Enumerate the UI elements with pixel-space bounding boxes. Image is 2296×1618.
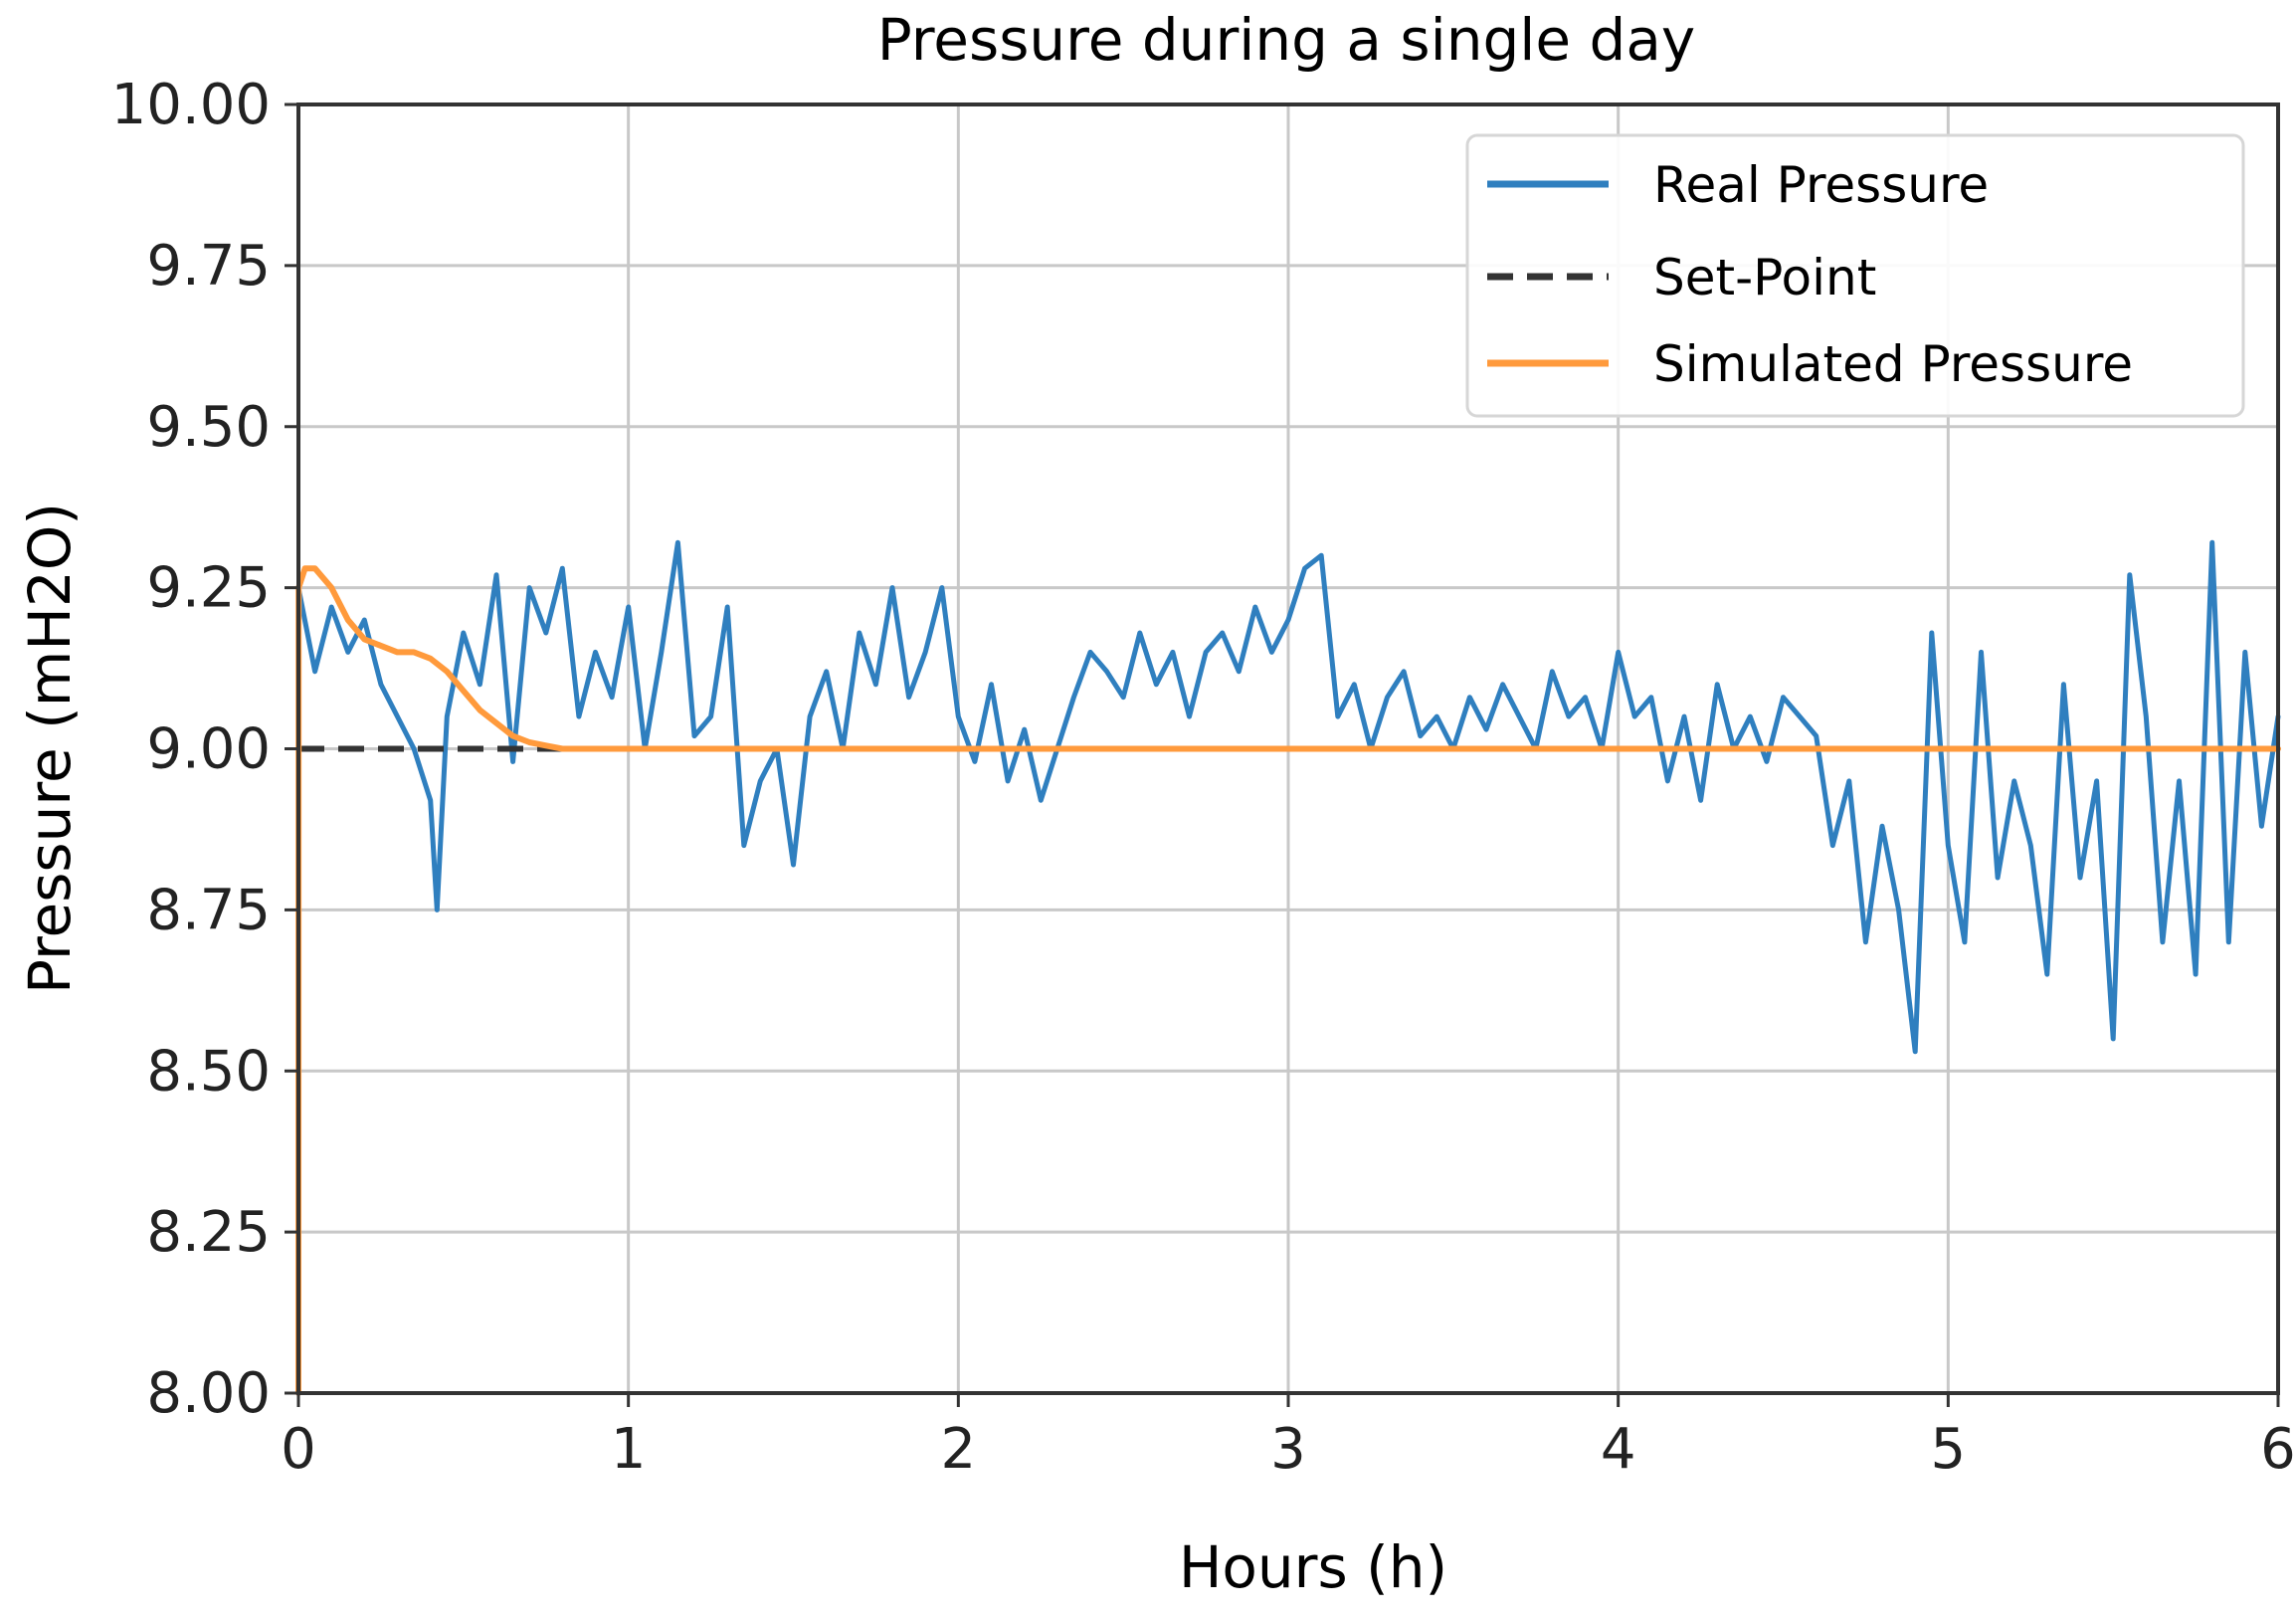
x-tick-label: 1 xyxy=(611,1417,647,1482)
y-tick-label: 9.00 xyxy=(146,717,271,782)
x-tick-label: 0 xyxy=(281,1417,316,1482)
chart-title: Pressure during a single day xyxy=(877,6,1695,74)
legend-label-set-point: Set-Point xyxy=(1653,249,1876,306)
x-tick-label: 5 xyxy=(1931,1417,1967,1482)
y-tick-label: 10.00 xyxy=(111,73,271,137)
legend: Real Pressure Set-Point Simulated Pressu… xyxy=(1465,133,2245,418)
x-tick-label: 4 xyxy=(1601,1417,1636,1482)
series-simulated-pressure-line xyxy=(295,565,2281,1396)
y-tick-label: 8.75 xyxy=(146,878,271,942)
y-tick-label: 9.25 xyxy=(146,556,271,621)
y-tick-label: 9.75 xyxy=(146,234,271,299)
series-group xyxy=(295,539,2281,1396)
legend-label-simulated-pressure: Simulated Pressure xyxy=(1653,335,2133,393)
series-real-pressure-line xyxy=(295,539,2281,1055)
tick-labels: 0 1 2 3 4 5 6 8.00 8.25 8.50 8.75 9.00 9.25 9.50 9.75 1… xyxy=(111,73,2296,1482)
x-tick-label: 3 xyxy=(1270,1417,1306,1482)
legend-box xyxy=(1465,133,2245,418)
y-tick-label: 9.50 xyxy=(146,395,271,460)
x-tick-label: 2 xyxy=(941,1417,977,1482)
y-axis-label: Pressure (mH2O) xyxy=(16,503,84,994)
y-tick-label: 8.00 xyxy=(146,1361,271,1426)
x-axis-label: Hours (h) xyxy=(1179,1533,1447,1601)
y-tick-label: 8.25 xyxy=(146,1200,271,1265)
legend-label-real-pressure: Real Pressure xyxy=(1653,156,1989,214)
y-tick-label: 8.50 xyxy=(146,1039,271,1104)
x-tick-label: 6 xyxy=(2260,1417,2296,1482)
